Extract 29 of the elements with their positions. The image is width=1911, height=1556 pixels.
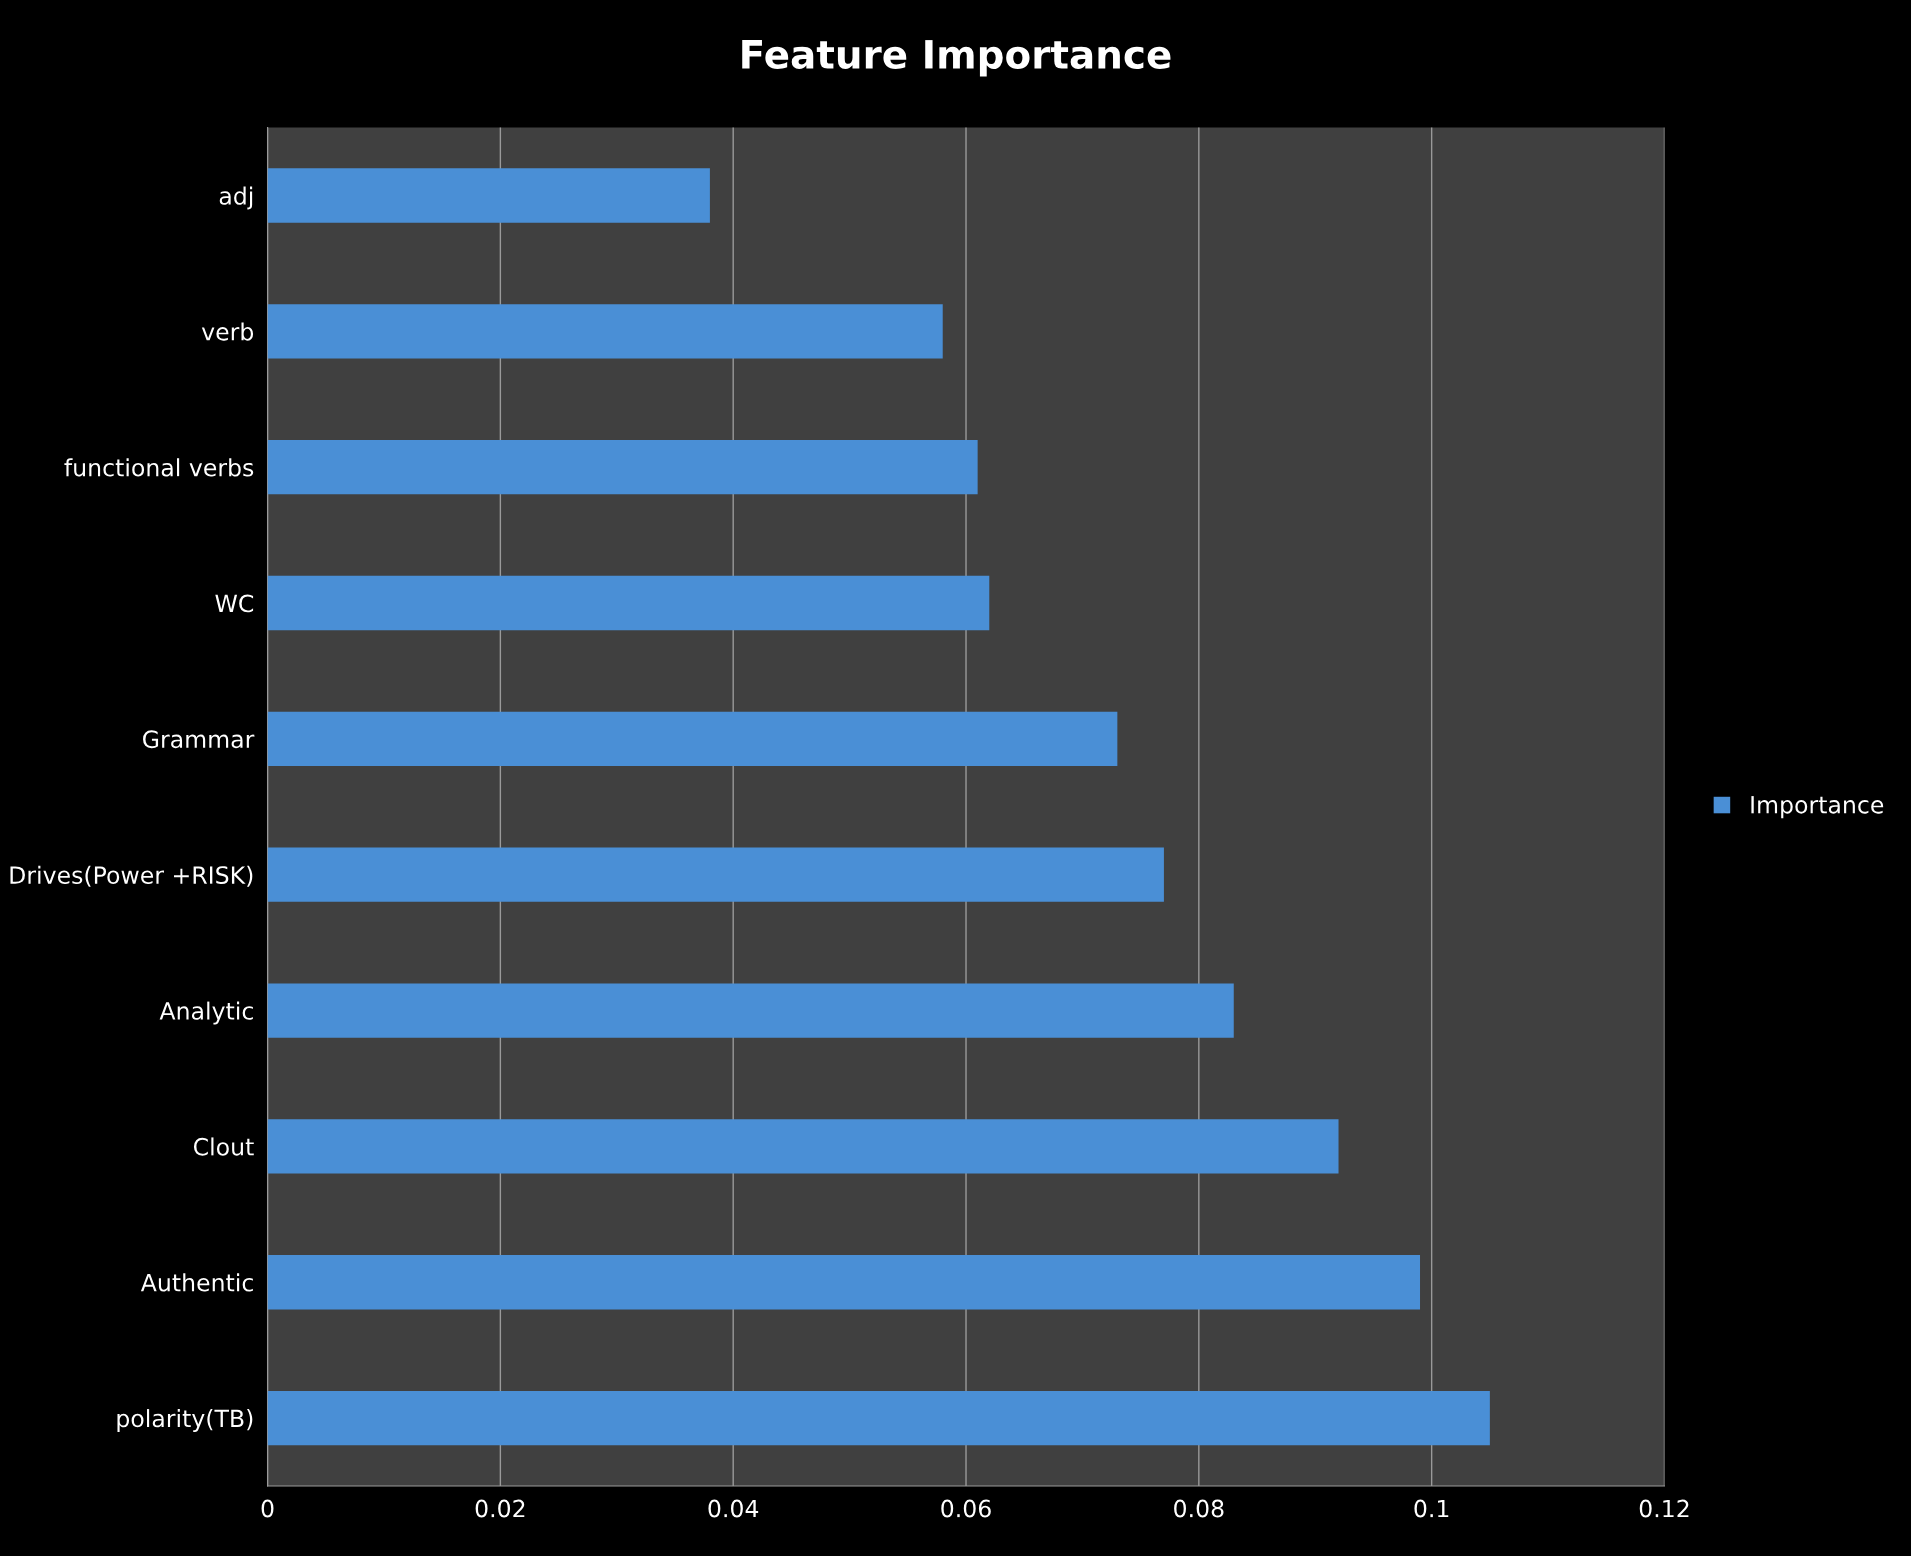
bar [267, 711, 1118, 767]
y-tick-label: Clout [193, 1137, 254, 1156]
y-tick-label: Grammar [143, 730, 255, 749]
y-tick-label: polarity(TB) [117, 1409, 253, 1432]
y-tick-label: Analytic [159, 1001, 253, 1025]
bar [267, 847, 1164, 902]
bar [267, 983, 1234, 1038]
x-tick-label: 0.06 [941, 1499, 991, 1518]
bar [267, 1119, 1339, 1174]
x-tick-label: 0.08 [1174, 1499, 1224, 1518]
bar [267, 1390, 1490, 1446]
y-tick-label: Authentic [140, 1273, 253, 1292]
y-tick-label: functional verbs [64, 458, 254, 477]
x-tick-label: 0 [261, 1499, 274, 1518]
bar [267, 440, 978, 495]
bar [267, 575, 990, 631]
bar [267, 304, 943, 359]
x-tick-label: 0.02 [475, 1499, 525, 1518]
y-tick-label: Drives(Power +RISK) [10, 865, 253, 887]
legend-label: Importance [1751, 796, 1884, 819]
x-tick-label: 0.12 [1639, 1499, 1689, 1518]
x-tick-label: 0.1 [1414, 1499, 1449, 1518]
chart-title: Feature Importance [742, 40, 1171, 77]
x-tick-label: 0.04 [708, 1499, 759, 1518]
bar [267, 1255, 1421, 1310]
bar [267, 168, 710, 223]
y-tick-label: WC [215, 594, 254, 613]
y-tick-label: adj [219, 186, 253, 210]
y-tick-label: verb [201, 322, 254, 341]
